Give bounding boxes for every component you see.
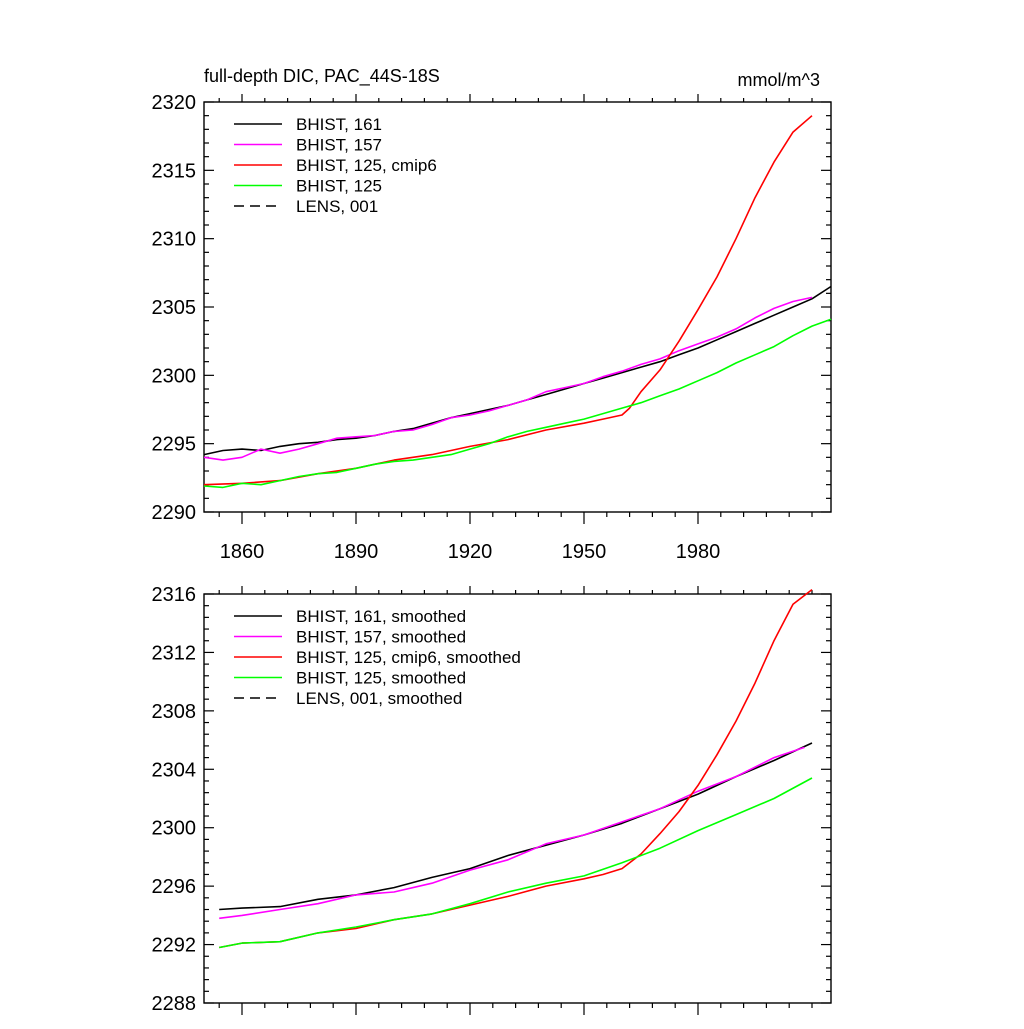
legend-label: BHIST, 157, smoothed [296, 628, 466, 647]
y-tick-label: 2296 [152, 876, 197, 898]
axis-ticks: 2288 2292 2296 2300 2304 2308 2312 2316 [152, 584, 831, 1015]
series-group [219, 588, 813, 949]
y-tick-label: 2292 [152, 935, 197, 957]
y-tick-label: 2315 [152, 160, 197, 182]
y-tick-label: 2304 [152, 759, 197, 781]
legend-label: LENS, 001, smoothed [296, 689, 462, 708]
legend-label: BHIST, 125, cmip6 [296, 156, 437, 175]
legend-label: BHIST, 161 [296, 115, 382, 134]
units-label: mmol/m^3 [738, 70, 820, 90]
x-tick-label: 1950 [562, 541, 607, 563]
series-line [219, 588, 813, 949]
y-tick-label: 2290 [152, 502, 197, 524]
y-tick-label: 2312 [152, 642, 197, 664]
y-tick-label: 2305 [152, 297, 197, 319]
legend-label: LENS, 001 [296, 197, 378, 216]
plot-frame [203, 593, 832, 1004]
legend-label: BHIST, 161, smoothed [296, 607, 466, 626]
x-tick-label: 1860 [220, 541, 265, 563]
legend-label: BHIST, 125, smoothed [296, 669, 466, 688]
legend-label: BHIST, 157 [296, 136, 382, 155]
series-line [203, 318, 832, 489]
y-tick-label: 2308 [152, 701, 197, 723]
y-tick-label: 2300 [152, 818, 197, 840]
legend: BHIST, 161, smoothed BHIST, 157, smoothed… [234, 607, 521, 708]
chart-title: full-depth DIC, PAC_44S-18S [204, 66, 440, 87]
x-tick-label: 1920 [448, 541, 493, 563]
y-tick-label: 2300 [152, 365, 197, 387]
series-group [203, 115, 832, 489]
y-tick-label: 2316 [152, 584, 197, 606]
y-tick-label: 2295 [152, 434, 197, 456]
series-line [203, 296, 813, 461]
series-line [203, 285, 832, 456]
y-tick-label: 2320 [152, 92, 197, 114]
x-tick-label: 1980 [676, 541, 721, 563]
axis-ticks: 2290 2295 2300 2305 2310 2315 2320 1860 1890 1920… [152, 92, 831, 563]
y-tick-label: 2288 [152, 993, 197, 1015]
legend-label: BHIST, 125 [296, 177, 382, 196]
series-line [219, 746, 805, 920]
series-line [219, 742, 813, 911]
bottom-panel: 2288 2292 2296 2300 2304 2308 2312 2316 BHIST, … [152, 584, 832, 1015]
legend-label: BHIST, 125, cmip6, smoothed [296, 648, 521, 667]
series-line [219, 777, 813, 949]
top-panel: full-depth DIC, PAC_44S-18S mmol/m^3 229… [152, 66, 832, 563]
x-tick-label: 1890 [334, 541, 379, 563]
y-tick-label: 2310 [152, 229, 197, 251]
